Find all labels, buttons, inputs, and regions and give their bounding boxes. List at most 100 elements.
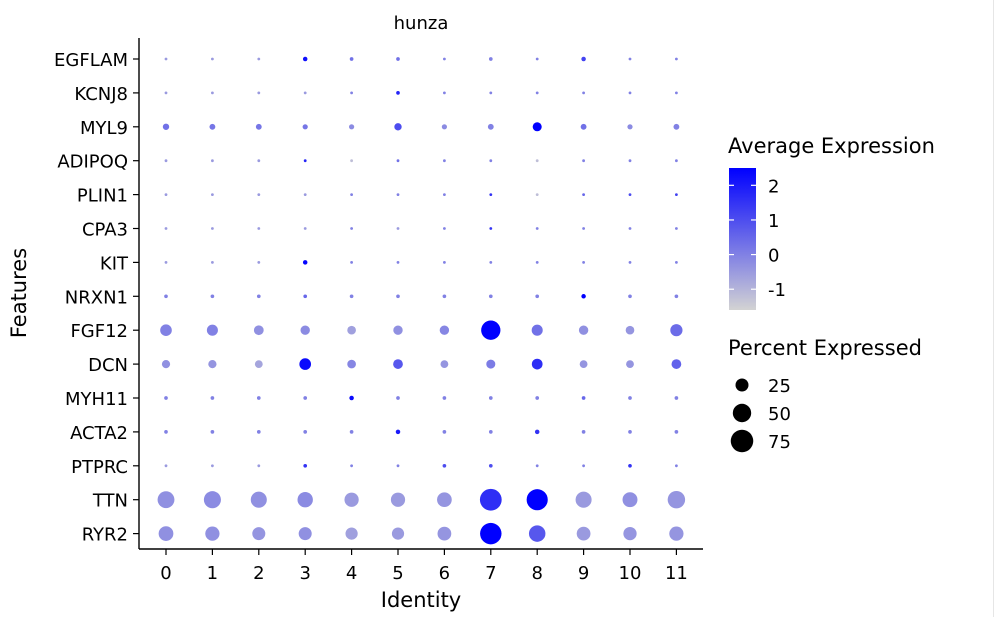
dot-myh11-9 (581, 396, 586, 400)
dot-acta2-2 (256, 430, 261, 434)
dot-kcnj8-6 (443, 91, 446, 95)
color-tick-label: 1 (768, 211, 779, 232)
dot-myl9-10 (627, 124, 633, 130)
dot-nrxn1-6 (442, 294, 447, 299)
dot-ttn-5 (390, 492, 406, 507)
x-tick-label: 4 (346, 563, 357, 584)
dot-myh11-1 (210, 396, 215, 400)
dot-ryr2-7 (480, 522, 502, 545)
x-axis-labels: 0 1 2 3 4 5 6 7 8 9 10 11 (160, 563, 688, 584)
dot-fgf12-2 (253, 325, 264, 336)
dot-nrxn1-4 (349, 294, 354, 299)
dot-nrxn1-0 (164, 294, 168, 299)
dot-kit-3 (302, 260, 308, 265)
dot-plin1-8 (535, 193, 539, 197)
color-legend: Average Expression 2 1 0 -1 (728, 134, 935, 310)
dot-fgf12-5 (393, 325, 403, 335)
axis-ticks (133, 58, 678, 555)
dot-dcn-8 (531, 358, 543, 370)
frame-edge (993, 0, 994, 617)
dot-ryr2-10 (623, 526, 637, 541)
dot-ttn-4 (344, 492, 359, 507)
y-tick-label: PTPRC (71, 457, 128, 478)
dot-nrxn1-9 (581, 294, 586, 299)
dot-plin1-10 (628, 193, 632, 197)
dot-ptprc-9 (582, 464, 585, 468)
dot-fgf12-0 (160, 324, 172, 337)
dot-cpa3-6 (443, 227, 446, 230)
dot-cpa3-11 (675, 227, 678, 230)
y-tick-label: KIT (100, 253, 129, 274)
dot-kcnj8-11 (675, 91, 678, 95)
dot-acta2-3 (303, 430, 308, 434)
x-tick-label: 3 (299, 563, 310, 584)
dot-myl9-7 (487, 123, 494, 130)
dot-cpa3-5 (396, 227, 400, 230)
dot-ryr2-11 (669, 526, 684, 541)
dot-acta2-10 (628, 430, 632, 434)
dot-ryr2-6 (437, 526, 452, 541)
dot-ttn-1 (203, 491, 221, 509)
chart-title: hunza (394, 13, 449, 34)
dot-kcnj8-8 (535, 91, 539, 95)
dot-nrxn1-10 (628, 294, 632, 299)
size-legend-dot (735, 378, 749, 392)
dot-dcn-10 (626, 360, 634, 368)
dot-myl9-2 (255, 123, 262, 130)
dot-myh11-10 (628, 396, 632, 400)
dot-egflam-7 (488, 57, 493, 61)
dot-fgf12-1 (206, 324, 218, 336)
dot-fgf12-6 (439, 325, 450, 335)
dot-myl9-1 (209, 123, 216, 130)
dot-ryr2-9 (576, 526, 591, 541)
dot-ttn-11 (667, 490, 686, 509)
dot-kit-11 (675, 261, 678, 264)
dot-dcn-1 (208, 359, 217, 369)
dot-acta2-8 (534, 429, 540, 435)
dot-egflam-9 (581, 56, 586, 62)
dot-egflam-10 (628, 57, 632, 61)
dot-kcnj8-5 (396, 91, 400, 95)
dot-ptprc-1 (211, 464, 214, 468)
dot-cpa3-3 (303, 227, 307, 230)
dot-cpa3-4 (350, 227, 353, 230)
dot-myh11-7 (488, 396, 493, 400)
y-tick-label: RYR2 (82, 525, 128, 546)
dot-nrxn1-7 (488, 294, 493, 299)
dot-dcn-2 (254, 360, 263, 368)
dot-egflam-6 (443, 57, 446, 61)
size-legend-dot (732, 403, 752, 423)
dot-dcn-11 (671, 359, 682, 369)
dot-egflam-5 (396, 57, 400, 61)
dot-nrxn1-2 (256, 294, 261, 299)
dot-plin1-4 (350, 193, 353, 197)
x-tick-label: 7 (485, 563, 496, 584)
dot-ttn-9 (575, 491, 592, 508)
dot-myh11-8 (535, 396, 540, 400)
y-tick-label: NRXN1 (65, 287, 128, 308)
dot-myl9-4 (349, 124, 355, 130)
dot-kcnj8-9 (582, 91, 585, 95)
dot-myh11-0 (164, 396, 168, 400)
dot-plin1-3 (303, 193, 307, 197)
dot-ryr2-2 (252, 527, 266, 541)
dot-fgf12-3 (300, 325, 310, 335)
dot-nrxn1-8 (535, 294, 540, 299)
dot-acta2-9 (581, 430, 586, 434)
size-legend-label: 75 (768, 432, 791, 453)
y-tick-label: MYL9 (80, 118, 128, 139)
dot-adipoq-2 (257, 159, 261, 163)
dot-kcnj8-1 (211, 91, 214, 95)
dot-egflam-11 (675, 57, 678, 61)
dot-adipoq-1 (211, 159, 214, 163)
dot-ttn-0 (157, 491, 175, 509)
dot-acta2-6 (442, 430, 447, 434)
x-axis-title: Identity (381, 588, 461, 612)
dot-kit-10 (628, 261, 632, 264)
y-tick-label: CPA3 (82, 220, 128, 241)
y-tick-label: MYH11 (65, 389, 128, 410)
dot-fgf12-10 (625, 325, 635, 335)
dot-nrxn1-11 (674, 294, 679, 299)
dot-dcn-0 (161, 359, 171, 369)
dot-ryr2-0 (158, 526, 174, 541)
